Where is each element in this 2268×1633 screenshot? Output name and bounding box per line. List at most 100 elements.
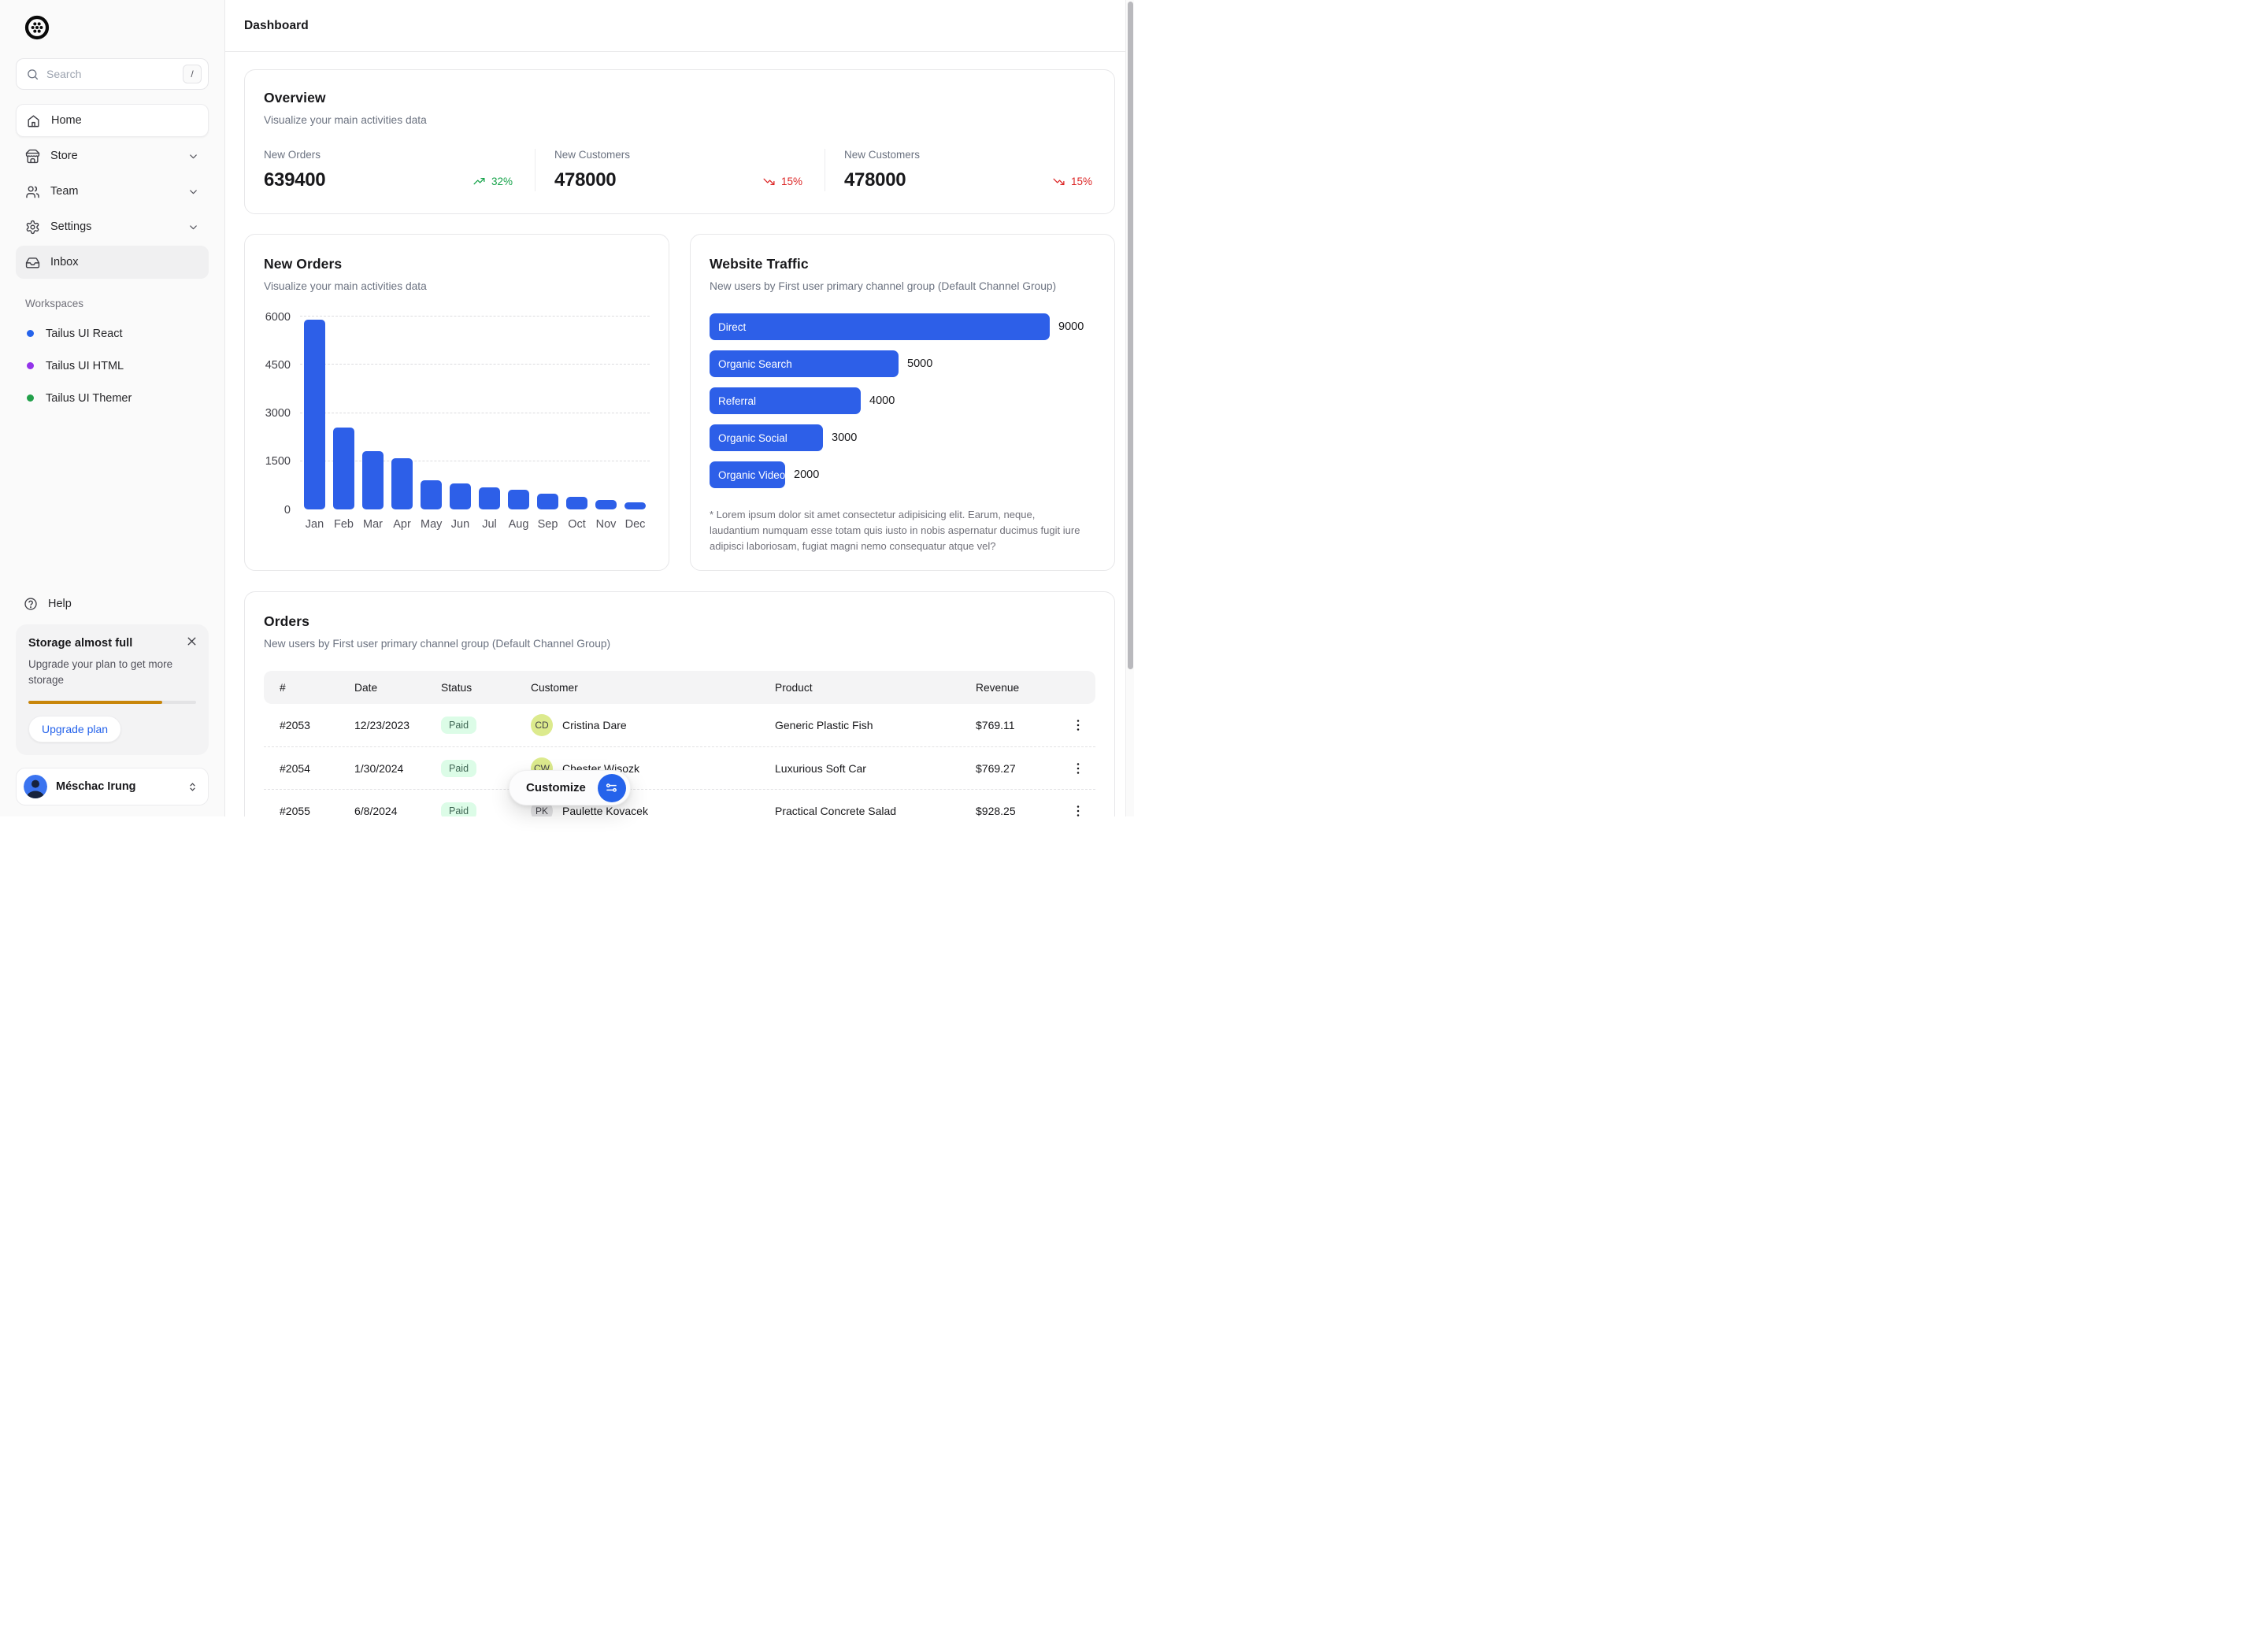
x-axis-label: Nov — [595, 518, 617, 531]
website-traffic-subtitle: New users by First user primary channel … — [710, 280, 1057, 292]
product-name: Generic Plastic Fish — [775, 719, 873, 732]
traffic-bar-value: 9000 — [1058, 320, 1084, 333]
traffic-bar-value: 4000 — [869, 394, 895, 407]
customize-button[interactable]: Customize — [509, 770, 631, 805]
column-header: Status — [441, 681, 472, 694]
column-header: Customer — [531, 681, 578, 694]
close-icon[interactable] — [185, 635, 198, 648]
workspace-item[interactable]: Tailus UI Themer — [16, 382, 209, 414]
sidebar-item-store[interactable]: Store — [16, 139, 209, 172]
user-menu[interactable]: Méschac Irung — [16, 768, 209, 805]
row-menu-button[interactable] — [1070, 761, 1086, 776]
app-logo-icon[interactable] — [24, 14, 50, 41]
x-axis-label: May — [421, 518, 443, 531]
team-icon — [26, 185, 39, 198]
topbar: Dashboard — [225, 0, 1134, 52]
order-date: 6/8/2024 — [354, 804, 398, 816]
store-icon — [25, 149, 40, 163]
user-avatar — [24, 775, 47, 798]
status-badge: Paid — [441, 802, 477, 816]
workspace-label: Tailus UI React — [46, 327, 123, 340]
stat-delta-value: 15% — [1070, 176, 1092, 187]
sidebar-item-settings[interactable]: Settings — [16, 210, 209, 243]
search-input[interactable] — [46, 68, 176, 80]
x-axis-label: Dec — [624, 518, 646, 531]
traffic-bar-list: Direct 9000 Organic Search 5000 Referral… — [710, 313, 1095, 488]
row-menu-button[interactable] — [1070, 803, 1086, 816]
order-revenue: $769.27 — [976, 761, 1016, 775]
bar — [624, 502, 646, 509]
column-header: Revenue — [976, 681, 1020, 694]
chevron-down-icon — [190, 154, 197, 158]
column-header: # — [280, 681, 286, 694]
orders-table-header: # Date Status Customer Product Revenue — [264, 671, 1095, 705]
y-axis-tick: 1500 — [265, 455, 291, 468]
product-name: Practical Concrete Salad — [775, 804, 897, 816]
inbox-icon — [25, 257, 40, 268]
x-axis-label: Apr — [393, 518, 411, 531]
stat-value: 478000 — [844, 169, 906, 191]
y-axis-tick: 3000 — [265, 407, 291, 420]
order-id: #2055 — [280, 804, 310, 816]
traffic-bar-label: Direct — [718, 320, 747, 333]
sidebar-item-home[interactable]: Home — [16, 104, 209, 137]
storage-alert-card: Storage almost full Upgrade your plan to… — [16, 624, 209, 755]
workspace-list: Tailus UI React Tailus UI HTML Tailus UI… — [16, 317, 209, 414]
column-header: Date — [354, 681, 378, 694]
bar — [391, 458, 413, 509]
stat-block: New Orders 639400 32% — [245, 149, 535, 191]
stat-value: 639400 — [264, 169, 326, 191]
x-axis-label: Jan — [305, 518, 324, 531]
user-name: Méschac Irung — [56, 780, 136, 793]
order-id: #2054 — [280, 761, 310, 775]
orders-table: # Date Status Customer Product Revenue #2053 … — [264, 671, 1095, 816]
x-axis-label: Jun — [450, 518, 470, 531]
stat-label: New Customers — [554, 149, 631, 161]
customer-name: Paulette Kovacek — [562, 804, 648, 816]
orders-subtitle: New users by First user primary channel … — [264, 638, 611, 650]
y-axis-tick: 0 — [284, 503, 291, 517]
help-label: Help — [48, 597, 72, 610]
bar — [595, 500, 617, 509]
traffic-row: Direct 9000 — [710, 313, 1095, 340]
overview-stats: New Orders 639400 32% New Customers 4780… — [245, 149, 1114, 191]
chevron-down-icon — [190, 224, 197, 229]
traffic-bar-label: Organic Social — [718, 431, 788, 444]
overview-card: Overview Visualize your main activities … — [244, 69, 1115, 214]
chevrons-up-down-icon — [190, 783, 195, 791]
sidebar-item-label: Inbox — [50, 256, 79, 268]
bar — [333, 428, 354, 509]
sidebar-item-team[interactable]: Team — [16, 175, 209, 208]
window-scrollbar — [1125, 0, 1134, 816]
website-traffic-title: Website Traffic — [710, 256, 809, 272]
x-axis-label: Mar — [363, 518, 383, 531]
bar — [450, 483, 471, 509]
kebab-icon — [1077, 720, 1080, 731]
sidebar-item-help[interactable]: Help — [16, 588, 209, 620]
orders-title: Orders — [264, 613, 309, 630]
row-menu-button[interactable] — [1070, 717, 1086, 733]
search-shortcut-key: / — [183, 65, 202, 83]
order-id: #2053 — [280, 719, 310, 732]
bar — [479, 487, 500, 509]
customer-name: Cristina Dare — [562, 719, 627, 732]
scrollbar-thumb[interactable] — [1128, 2, 1133, 669]
workspace-item[interactable]: Tailus UI HTML — [16, 350, 209, 382]
trending-down-icon — [1053, 178, 1065, 186]
sidebar-item-inbox[interactable]: Inbox — [16, 246, 209, 279]
trending-up-icon — [473, 177, 485, 185]
workspace-color-dot — [27, 362, 34, 369]
bar — [566, 497, 587, 509]
stat-value: 478000 — [554, 169, 617, 191]
workspaces-label: Workspaces — [25, 298, 84, 309]
workspace-color-dot — [27, 394, 34, 402]
main-panel: Dashboard Overview Visualize your main a… — [225, 0, 1134, 816]
settings-icon — [26, 220, 39, 234]
workspace-item[interactable]: Tailus UI React — [16, 317, 209, 350]
kebab-icon — [1077, 763, 1080, 774]
traffic-bar-label: Organic Video — [718, 468, 786, 481]
upgrade-plan-button[interactable]: Upgrade plan — [28, 716, 122, 742]
bar — [508, 490, 529, 509]
order-date: 12/23/2023 — [354, 719, 410, 732]
storage-alert-title: Storage almost full — [28, 636, 133, 650]
